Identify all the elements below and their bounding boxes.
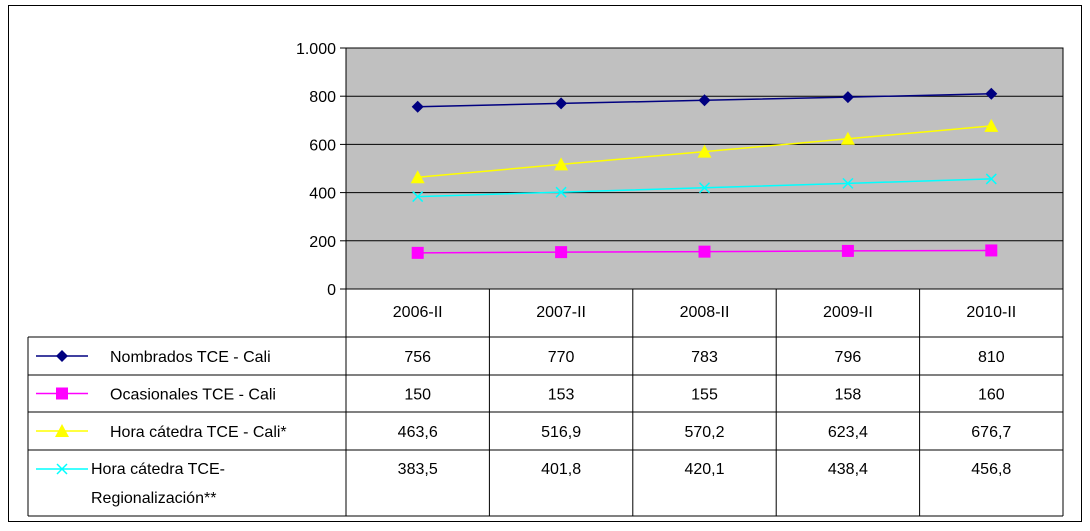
- data-point: [698, 245, 711, 258]
- data-point: [555, 246, 568, 259]
- series-name-label: Ocasionales TCE - Cali: [110, 387, 276, 404]
- data-table-value: 456,8: [971, 461, 1011, 478]
- x-category-label: 2010-II: [966, 304, 1016, 321]
- legend-key-marker: [55, 424, 69, 437]
- data-point: [555, 186, 567, 198]
- data-table-value: 153: [548, 387, 575, 404]
- data-table-value: 160: [978, 387, 1005, 404]
- y-tick-label: 400: [309, 186, 336, 203]
- data-table-value: 438,4: [828, 461, 868, 478]
- x-category-label: 2007-II: [536, 304, 586, 321]
- data-table-value: 420,1: [684, 461, 724, 478]
- data-table-value: 516,9: [541, 424, 581, 441]
- series-name-label: Nombrados TCE - Cali: [110, 349, 271, 366]
- data-table-value: 150: [404, 387, 431, 404]
- y-tick-label: 600: [309, 137, 336, 154]
- data-table-value: 676,7: [971, 424, 1011, 441]
- data-point: [411, 100, 424, 113]
- y-tick-label: 200: [309, 234, 336, 251]
- data-point: [842, 177, 854, 189]
- x-category-label: 2006-II: [393, 304, 443, 321]
- data-point: [410, 170, 425, 184]
- data-table-value: 810: [978, 349, 1005, 366]
- data-point: [697, 144, 712, 158]
- legend-key-marker: [56, 387, 68, 400]
- data-point: [554, 157, 569, 171]
- data-point: [555, 97, 568, 110]
- data-point: [411, 246, 424, 259]
- data-table-value: 463,6: [398, 424, 438, 441]
- chart-frame: 0 200 400 600 800 1.000 2006-II 2007-II 2008-II 2…: [8, 5, 1082, 522]
- data-point: [412, 191, 424, 203]
- data-table-value: 158: [835, 387, 862, 404]
- data-point: [841, 244, 854, 257]
- data-point: [984, 118, 999, 132]
- y-tick-label: 800: [309, 89, 336, 106]
- data-table-value: 770: [548, 349, 575, 366]
- legend-key-marker: [56, 350, 68, 362]
- data-point: [698, 94, 711, 107]
- y-tick-label: 0: [327, 282, 336, 299]
- x-category-label: 2008-II: [680, 304, 730, 321]
- data-table-value: 401,8: [541, 461, 581, 478]
- legend-key-marker: [56, 463, 68, 475]
- data-table-value: 383,5: [398, 461, 438, 478]
- series-name-label: Hora cátedra TCE - Cali*: [110, 424, 287, 441]
- data-point: [841, 91, 854, 104]
- data-point: [840, 131, 855, 145]
- y-tick-label: 1.000: [296, 41, 336, 58]
- data-table-value: 783: [691, 349, 718, 366]
- data-table-value: 570,2: [684, 424, 724, 441]
- data-point: [985, 173, 997, 185]
- data-table-value: 155: [691, 387, 718, 404]
- data-point: [698, 182, 711, 194]
- x-category-label: 2009-II: [823, 304, 873, 321]
- data-point: [985, 87, 998, 100]
- series-name-label: Regionalización**: [91, 490, 216, 507]
- data-table-value: 796: [835, 349, 862, 366]
- data-table-value: 756: [404, 349, 431, 366]
- data-table-value: 623,4: [828, 424, 868, 441]
- series-name-label: Hora cátedra TCE-: [91, 461, 225, 478]
- data-point: [985, 244, 998, 257]
- line-chart-with-data-table: 0 200 400 600 800 1.000 2006-II 2007-II 2008-II 2…: [27, 41, 1064, 517]
